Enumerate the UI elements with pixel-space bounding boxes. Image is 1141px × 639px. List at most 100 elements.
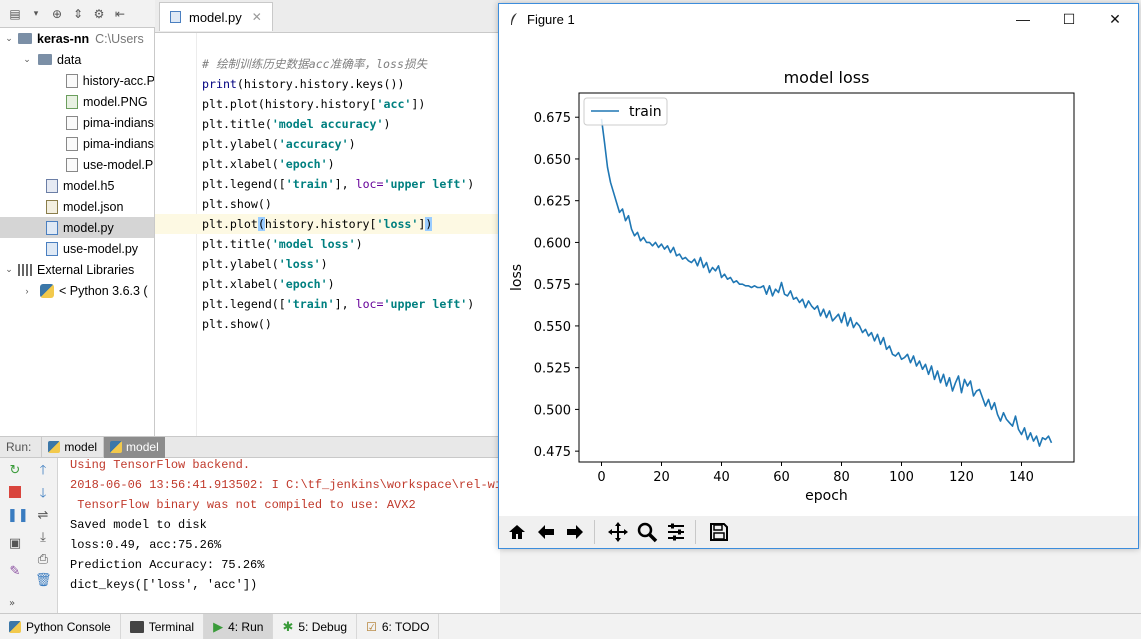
- tree-file[interactable]: history-acc.P: [0, 70, 155, 91]
- zoom-icon[interactable]: [633, 519, 660, 546]
- hide-panel-icon[interactable]: ⇤: [114, 6, 126, 21]
- python-file-icon: [46, 241, 58, 256]
- tool-label: 6: TODO: [381, 619, 430, 634]
- locate-target-icon[interactable]: ⊕: [51, 6, 63, 21]
- tree-file[interactable]: model.json: [0, 196, 154, 217]
- tree-file-selected[interactable]: model.py: [0, 217, 154, 238]
- tab-model-py[interactable]: model.py ✕: [159, 2, 273, 31]
- root-path: C:\Users: [95, 31, 144, 46]
- h5-file-icon: [46, 178, 58, 193]
- text-file-icon: [66, 73, 78, 88]
- code-line: plt.ylabel('accuracy'): [202, 137, 356, 151]
- run-console[interactable]: Using TensorFlow backend. 2018-06-06 13:…: [58, 458, 500, 613]
- bottom-tool-bar: Python Console Terminal ▶ 4: Run ✱ 5: De…: [0, 613, 1141, 639]
- code-editor[interactable]: # 绘制训练历史数据acc准确率，loss损失 print(history.hi…: [155, 33, 500, 436]
- x-tick-label: 120: [949, 470, 974, 485]
- tree-file[interactable]: model.h5: [0, 175, 154, 196]
- tree-file[interactable]: pima-indians: [0, 133, 154, 154]
- close-icon[interactable]: ✕: [251, 10, 262, 24]
- run-tab-model[interactable]: model: [41, 436, 103, 458]
- chevron-down-icon[interactable]: ▾: [33, 8, 39, 19]
- close-icon[interactable]: ✕: [1109, 10, 1121, 27]
- back-icon[interactable]: [532, 519, 559, 546]
- save-icon[interactable]: [705, 519, 732, 546]
- expand-arrow-icon[interactable]: ⌄: [23, 54, 31, 64]
- tool-run[interactable]: ▶ 4: Run: [204, 614, 274, 639]
- file-label: history-acc.P: [82, 73, 155, 88]
- todo-icon: ☑: [366, 619, 377, 634]
- trash-icon[interactable]: 🗑: [35, 573, 52, 588]
- y-tick-label: 0.475: [534, 445, 571, 460]
- figure-title: Figure 1: [527, 11, 575, 27]
- tool-label: Terminal: [148, 619, 195, 634]
- collapse-all-icon[interactable]: ⇕: [72, 6, 84, 21]
- toolbar-separator: [695, 520, 701, 544]
- expand-arrow-icon[interactable]: ⌄: [5, 264, 13, 274]
- tool-label: Python Console: [26, 619, 111, 634]
- console-line: dict_keys(['loss', 'acc']): [70, 578, 258, 592]
- expand-arrow-icon[interactable]: ⌄: [5, 33, 13, 43]
- code-line: plt.legend(['train'], loc='upper left'): [202, 297, 475, 311]
- tree-file[interactable]: pima-indians: [0, 112, 154, 133]
- tool-debug[interactable]: ✱ 5: Debug: [273, 614, 358, 639]
- python-file-icon: [170, 11, 181, 23]
- home-icon[interactable]: [503, 519, 530, 546]
- x-tick-label: 100: [889, 470, 914, 485]
- text-file-icon: [66, 115, 78, 130]
- arrow-down-icon[interactable]: 🡓: [39, 486, 47, 501]
- minimize-icon[interactable]: —: [1016, 11, 1030, 27]
- loss-chart: model loss 0 20 40 60 80 100 120 140 0.475 0.500 0.…: [509, 68, 1075, 504]
- tree-root-keras-nn[interactable]: ⌄ keras-nn C:\Users: [0, 28, 154, 49]
- figure-window: Figure 1 — ☐ ✕ model loss 0 20 40 60 80 100 120…: [498, 3, 1139, 549]
- arrow-up-icon[interactable]: 🡑: [39, 463, 47, 478]
- tree-python-sdk[interactable]: › < Python 3.6.3 (: [0, 280, 154, 301]
- x-tick-label: 80: [833, 470, 850, 485]
- python-icon: [110, 441, 123, 453]
- more-icon[interactable]: »: [8, 598, 16, 609]
- plot-area[interactable]: model loss 0 20 40 60 80 100 120 140 0.475 0.500 0.…: [499, 34, 1138, 516]
- console-line: Saved model to disk: [70, 518, 207, 532]
- project-view-icon[interactable]: ▤: [9, 6, 21, 21]
- gear-icon[interactable]: ⚙: [93, 6, 105, 21]
- axes-frame: [578, 92, 1075, 463]
- file-label: model.h5: [63, 178, 115, 193]
- forward-icon[interactable]: [561, 519, 588, 546]
- tree-file[interactable]: model.PNG: [0, 91, 154, 112]
- tree-external-libraries[interactable]: ⌄ External Libraries: [0, 259, 154, 280]
- chevron-right-icon[interactable]: ›: [25, 285, 29, 296]
- run-tab-label: model: [126, 440, 159, 454]
- pause-icon[interactable]: ❚❚: [7, 508, 29, 523]
- stop-icon[interactable]: [7, 486, 23, 502]
- python-sdk-label: < Python 3.6.3 (: [59, 283, 148, 298]
- scroll-to-end-icon[interactable]: ⤓: [40, 530, 46, 545]
- maximize-icon[interactable]: ☐: [1062, 10, 1076, 27]
- run-label: Run:: [6, 440, 32, 454]
- debug-icon: ✱: [282, 618, 294, 634]
- pin-icon[interactable]: ✎: [9, 564, 21, 579]
- folder-label: data: [57, 52, 82, 67]
- chart-title: model loss: [784, 68, 870, 87]
- tree-file[interactable]: use-model.py: [0, 238, 154, 259]
- soft-wrap-icon[interactable]: ⇌: [37, 508, 49, 523]
- python-icon: [48, 441, 61, 453]
- console-line: TensorFlow binary was not compiled to us…: [70, 498, 416, 512]
- tool-label: 5: Debug: [298, 619, 348, 634]
- tree-folder-data[interactable]: ⌄ data: [0, 49, 154, 70]
- pan-icon[interactable]: [604, 519, 631, 546]
- code-line: print(history.history.keys()): [202, 77, 405, 91]
- rerun-icon[interactable]: ↻: [9, 463, 21, 478]
- tool-python-console[interactable]: Python Console: [0, 614, 121, 639]
- tree-file[interactable]: use-model.P: [0, 154, 154, 175]
- figure-toolbar: [499, 516, 1138, 548]
- print-icon[interactable]: ⎙: [37, 552, 49, 567]
- code-line: plt.legend(['train'], loc='upper left'): [202, 177, 475, 191]
- configure-subplots-icon[interactable]: [662, 519, 689, 546]
- run-tab-model-active[interactable]: model: [103, 436, 165, 458]
- feather-icon: [511, 13, 517, 25]
- library-icon: [18, 263, 32, 276]
- file-label: use-model.py: [63, 241, 139, 256]
- layout-icon[interactable]: ▣: [8, 536, 22, 551]
- tool-todo[interactable]: ☑ 6: TODO: [357, 614, 440, 639]
- tool-label: 4: Run: [228, 619, 264, 634]
- tool-terminal[interactable]: Terminal: [121, 614, 205, 639]
